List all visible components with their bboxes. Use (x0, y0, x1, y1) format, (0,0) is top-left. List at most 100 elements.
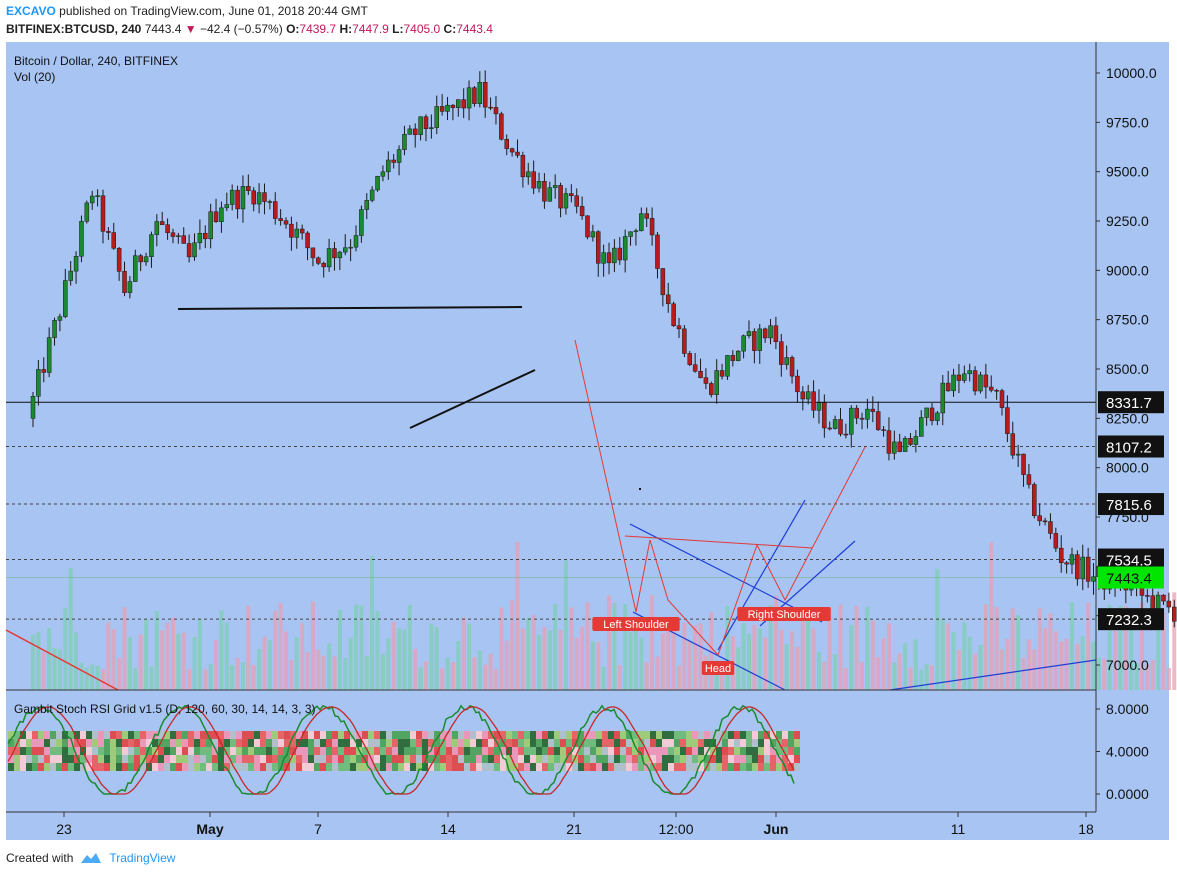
candle-body (73, 256, 79, 272)
grid-cell (656, 731, 662, 739)
candle-body (526, 171, 531, 178)
grid-cell (248, 763, 254, 771)
grid-cell (776, 763, 782, 771)
candle-body (633, 230, 639, 233)
volume-bar (138, 634, 143, 690)
grid-cell (410, 731, 416, 739)
grid-cell (662, 763, 668, 771)
grid-cell (566, 755, 572, 763)
volume-bar (547, 630, 552, 690)
grid-cell (620, 763, 626, 771)
grid-cell (368, 739, 374, 747)
grid-cell (488, 755, 494, 763)
grid-cell (518, 731, 524, 739)
candle-body (133, 255, 138, 282)
volume-bar (994, 607, 999, 690)
candle-body (213, 211, 219, 222)
volume-bar (1134, 663, 1139, 690)
candle-body (138, 255, 143, 263)
grid-cell (632, 739, 638, 747)
volume-bar (574, 637, 579, 690)
grid-cell (386, 747, 392, 755)
candle-body (36, 369, 41, 397)
volume-bar (1150, 659, 1155, 690)
grid-cell (788, 755, 794, 763)
candle-body (919, 417, 924, 437)
grid-cell (188, 763, 194, 771)
tradingview-link[interactable]: TradingView (109, 851, 176, 865)
price-label-bg (1098, 391, 1164, 414)
volume-bar (294, 637, 299, 690)
candle-body (310, 247, 316, 259)
grid-cell (608, 731, 614, 739)
candle-body (827, 427, 832, 430)
grid-cell (458, 755, 464, 763)
candle-body (283, 220, 289, 225)
grid-cell (734, 739, 740, 747)
symbol-title: Bitcoin / Dollar, 240, BITFINEX (14, 54, 178, 68)
grid-cell (470, 739, 476, 747)
grid-cell (668, 747, 674, 755)
volume-bar (423, 661, 428, 690)
grid-cell (8, 731, 14, 739)
grid-cell (308, 763, 314, 771)
grid-cell (740, 747, 746, 755)
grid-cell (638, 763, 644, 771)
grid-cell (248, 755, 254, 763)
grid-cell (656, 755, 662, 763)
grid-cell (164, 763, 170, 771)
grid-cell (326, 731, 332, 739)
candle-body (1085, 556, 1091, 582)
grid-cell (464, 755, 470, 763)
candle-body (870, 408, 876, 412)
grid-cell (56, 755, 62, 763)
volume-bar (585, 602, 590, 690)
volume-bar (908, 667, 913, 690)
volume-bar (1129, 622, 1134, 690)
volume-bar (47, 628, 52, 690)
grid-cell (392, 747, 398, 755)
volume-bar (327, 643, 332, 690)
volume-bar (95, 665, 100, 690)
grid-cell (272, 731, 278, 739)
grid-cell (446, 747, 452, 755)
volume-bar (240, 662, 245, 690)
candle-body (450, 104, 456, 108)
grid-cell (314, 731, 320, 739)
volume-bar (1139, 602, 1144, 690)
grid-cell (626, 763, 632, 771)
candle-body (962, 373, 967, 381)
grid-cell (44, 763, 50, 771)
grid-cell (428, 755, 434, 763)
grid-cell (122, 739, 128, 747)
grid-cell (704, 755, 710, 763)
grid-cell (128, 731, 134, 739)
grid-cell (686, 747, 692, 755)
candle-body (988, 386, 994, 391)
grid-cell (344, 747, 350, 755)
volume-bar (429, 623, 434, 690)
grid-cell (734, 763, 740, 771)
volume-bar (391, 621, 396, 690)
grid-cell (260, 755, 266, 763)
grid-cell (236, 747, 242, 755)
volume-bar (537, 634, 542, 690)
candle-body (251, 190, 256, 205)
volume-bar (542, 627, 547, 690)
volume-bar (208, 664, 213, 690)
grid-cell (674, 763, 680, 771)
grid-cell (734, 731, 740, 739)
grid-cell (236, 739, 242, 747)
grid-cell (146, 747, 152, 755)
grid-cell (362, 747, 368, 755)
grid-cell (242, 763, 248, 771)
left-shoulder-label: Left Shoulder (603, 619, 669, 631)
volume-bar (192, 636, 197, 690)
volume-bar (284, 631, 289, 690)
publisher-link[interactable]: EXCAVO (6, 4, 56, 18)
volume-bar (57, 649, 62, 690)
grid-cell (716, 731, 722, 739)
grid-cell (338, 739, 344, 747)
grid-cell (434, 747, 440, 755)
